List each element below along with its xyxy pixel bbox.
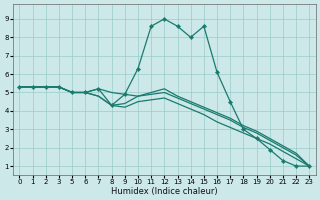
X-axis label: Humidex (Indice chaleur): Humidex (Indice chaleur) bbox=[111, 187, 218, 196]
